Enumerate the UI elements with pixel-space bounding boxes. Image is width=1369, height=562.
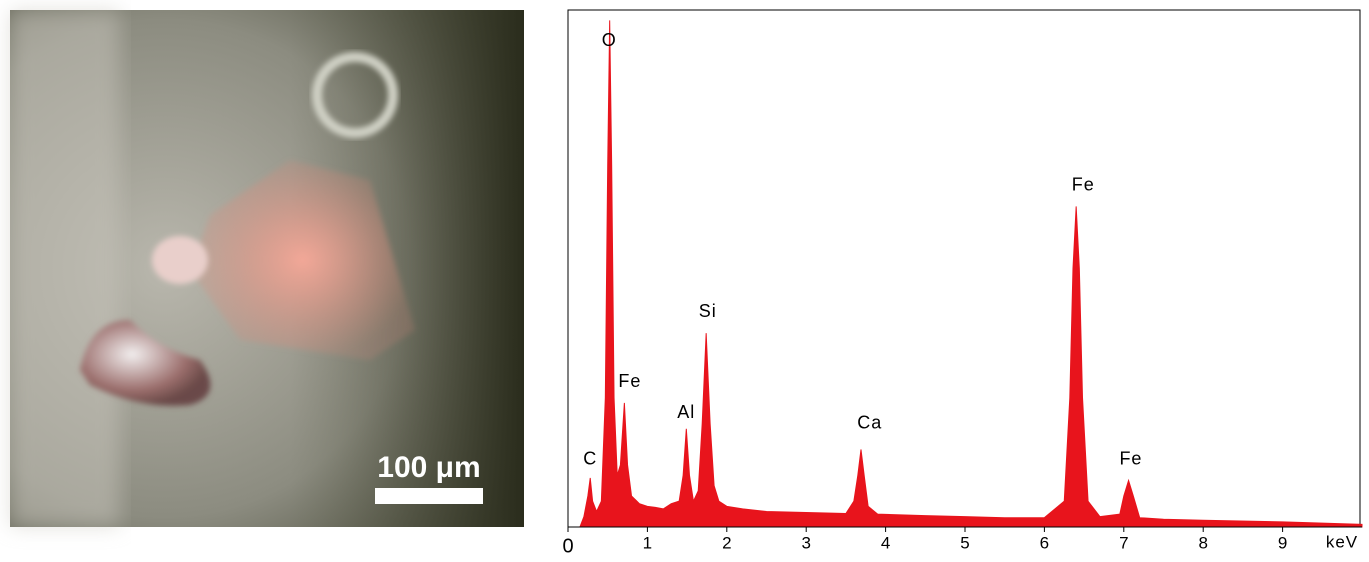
peak-label: Ca xyxy=(857,412,882,432)
x-axis-label: keV xyxy=(1326,532,1358,551)
x-tick-label: 3 xyxy=(801,533,810,552)
spectrum xyxy=(579,20,1363,528)
micrograph: 100 μm xyxy=(10,10,524,527)
x-tick-label: 4 xyxy=(881,533,890,552)
peak-label: Fe xyxy=(618,371,641,391)
x-tick-label: 5 xyxy=(960,533,969,552)
x-tick-label: 8 xyxy=(1198,533,1207,552)
scale-bar-label: 100 μm xyxy=(377,451,480,484)
x-tick-label: 6 xyxy=(1040,533,1049,552)
x-tick-label: 9 xyxy=(1278,533,1287,552)
scale-bar xyxy=(375,488,483,504)
peak-label: Fe xyxy=(1119,449,1142,469)
x-tick-label: 7 xyxy=(1119,533,1128,552)
peak-label: C xyxy=(583,449,597,469)
peak-label: Al xyxy=(677,402,695,422)
x-tick-label: 0 xyxy=(562,535,573,557)
x-tick-label: 1 xyxy=(643,533,652,552)
x-tick-label: 2 xyxy=(722,533,731,552)
peak-label: Fe xyxy=(1072,175,1095,195)
peak-label: O xyxy=(602,30,617,50)
peak-label: Si xyxy=(699,301,717,321)
